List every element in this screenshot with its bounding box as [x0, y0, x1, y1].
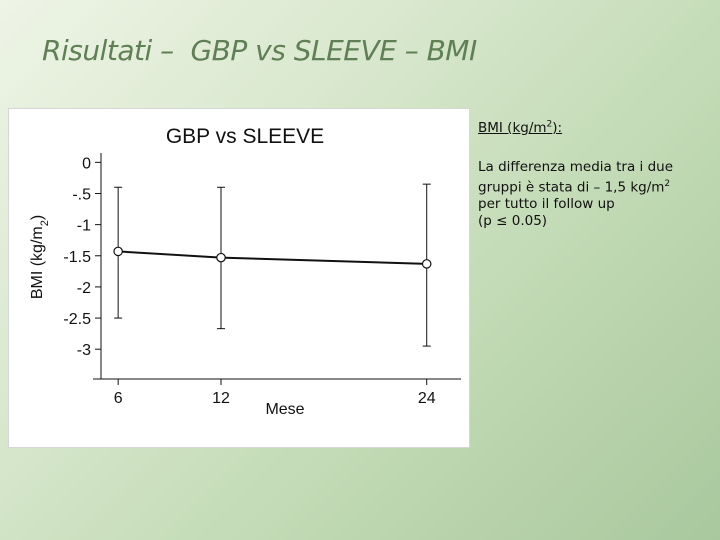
bmi-heading-suffix: ): [552, 119, 563, 136]
x-tick-label: 6 [114, 390, 123, 407]
y-axis-label-main: BMI (kg/m [29, 226, 46, 299]
x-tick-label: 24 [418, 390, 436, 407]
summary-line-2-text: gruppi è stata di – 1,5 kg/m [478, 179, 665, 195]
y-axis-label-sub: 2 [39, 220, 51, 226]
data-point [421, 259, 432, 269]
bmi-heading-text: BMI (kg/m2): [478, 119, 563, 136]
y-tick-label: -1.5 [63, 249, 91, 266]
summary-line-4: (p ≤ 0.05) [478, 213, 548, 229]
y-axis-label: BMI (kg/m2) [29, 215, 51, 299]
y-tick-label: -.5 [72, 186, 91, 203]
y-axis-label-end: ) [29, 215, 46, 220]
summary-line-2-sup: 2 [664, 178, 671, 189]
y-tick-label: 0 [82, 155, 91, 172]
slide-title: Risultati – GBP vs SLEEVE – BMI [42, 34, 477, 67]
bmi-heading-prefix: BMI (kg/m [478, 119, 547, 136]
bmi-heading-sup: 2 [546, 119, 553, 129]
chart-title: GBP vs SLEEVE [166, 125, 324, 148]
y-tick-label: -1 [77, 218, 91, 235]
series-line [118, 250, 427, 265]
x-axis-label: Mese [265, 401, 304, 418]
bmi-chart: GBP vs SLEEVE Mese BMI (kg/m2) 0 -.5 -1 -1.… [29, 125, 461, 418]
data-point [216, 252, 226, 263]
y-tick-label: -3 [77, 342, 91, 359]
summary-line-1: La differenza media tra i due [478, 158, 673, 175]
bmi-heading: BMI (kg/m2): [478, 116, 714, 137]
summary-line-3: per tutto il follow up [478, 196, 615, 212]
x-tick-label: 12 [212, 390, 230, 407]
y-tick-label: -2.5 [63, 311, 91, 328]
side-text-box: BMI (kg/m2): La differenza media tra i d… [478, 116, 714, 230]
y-tick-label: -2 [77, 280, 91, 297]
summary-line-2: gruppi è stata di – 1,5 kg/m2 [478, 176, 714, 197]
chart-panel: GBP vs SLEEVE Mese BMI (kg/m2) 0 -.5 -1 -1.… [8, 108, 470, 448]
data-point [113, 246, 123, 257]
